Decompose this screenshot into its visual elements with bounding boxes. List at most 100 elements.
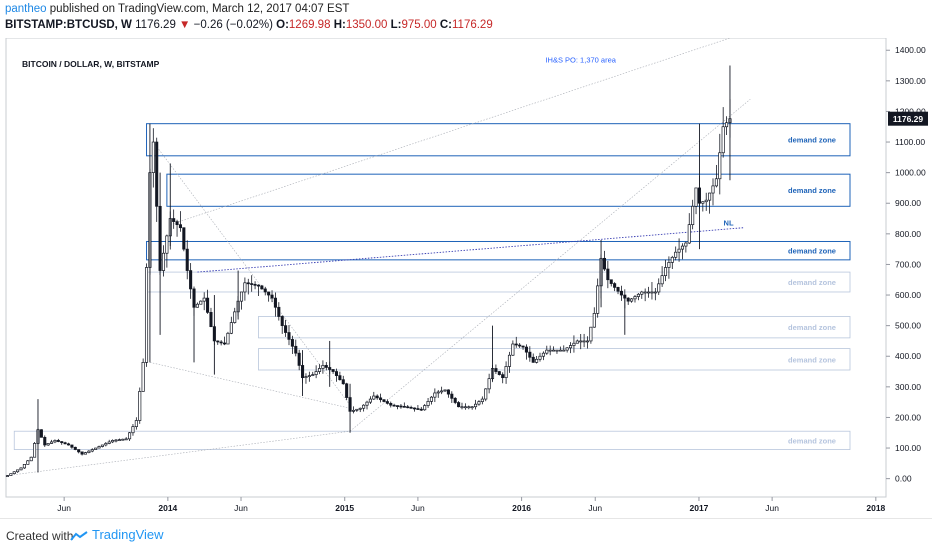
candle [474,399,478,410]
publish-line: pantheo published on TradingView.com, Ma… [5,3,349,15]
candle [50,439,54,444]
candle [165,234,169,268]
candle [463,403,467,410]
y-tick-label: 400.00 [895,351,921,361]
demand-zone-label: demand zone [788,186,836,195]
candle [412,407,417,412]
candle [497,370,501,376]
candle [426,397,430,408]
candle [419,406,423,411]
candle [202,292,206,311]
candle [429,396,433,405]
low-value: 975.00 [401,19,437,31]
candle [155,137,159,222]
ohlc-line: BITSTAMP:BTCUSD, W 1176.29 ▼ −0.26 (−0.0… [5,19,493,31]
candle [616,286,620,295]
demand-zone-box [146,240,851,261]
candle [16,469,20,473]
demand-zone-label: demand zone [788,355,836,364]
candle [477,400,481,406]
candle [256,284,261,297]
candle [558,346,562,352]
candle [151,128,155,188]
candle [43,435,47,447]
candle [633,294,637,303]
candle [63,441,67,445]
candle [602,250,606,271]
x-tick-label: Jun [57,503,71,513]
candle [80,451,84,456]
candle [711,178,715,206]
candle [582,333,586,348]
footer: Created with TradingView [0,518,932,551]
symbol-label: BITSTAMP:BTCUSD, W [5,19,132,31]
demand-zone-label: demand zone [788,436,836,445]
candle [592,307,596,328]
price-wicks [37,65,731,473]
candle [270,290,274,303]
candle [94,447,98,450]
candle [382,399,386,403]
candle [100,444,104,448]
candle [385,399,389,405]
candle [172,209,176,229]
last-price-badge: 1176.29 [888,111,928,126]
high-value: 1350.00 [345,19,388,31]
author-link[interactable]: pantheo [5,3,47,15]
trendline [349,98,751,432]
candle [501,372,505,384]
candle [263,286,267,296]
candle [243,277,247,301]
x-tick-label: Jun [411,503,425,513]
candle [453,397,457,405]
candle [144,263,149,367]
candle [372,391,376,400]
candle [233,307,237,324]
candle [484,388,488,402]
trendline [153,141,351,406]
y-tick-label: 1400.00 [895,45,926,55]
candle [56,438,60,443]
candle [399,403,403,409]
plot-frame [5,38,887,498]
candle [297,349,301,371]
candle [178,211,182,232]
candle [66,442,71,446]
trendlines: NL [7,38,751,476]
candle [29,456,33,462]
candle [273,292,277,317]
candle [128,431,132,441]
candle [450,391,454,403]
candle [239,291,244,310]
candle [375,394,379,400]
candle [440,386,444,395]
candle [358,407,362,413]
close-value: 1176.29 [452,19,493,31]
candle [565,347,569,353]
candle [579,333,583,350]
y-tick-label: 1200.00 [895,106,926,116]
candle [521,345,525,350]
neckline-label: NL [724,219,734,228]
candle [39,429,43,438]
last-price: 1176.29 [135,19,176,31]
candle [253,281,257,290]
y-tick-label: 100.00 [895,443,921,453]
close-label: C: [439,19,452,31]
candle [90,448,94,453]
candle [226,331,230,345]
x-tick-label: 2018 [866,503,885,513]
candle [714,164,718,188]
candle [613,282,617,292]
candle [389,401,393,408]
candle [73,446,77,451]
y-tick-label: 800.00 [895,229,921,239]
candle [725,116,729,135]
candle [351,406,355,414]
candle [362,404,366,412]
candle [718,133,722,195]
candle [691,199,695,230]
candle [26,459,30,465]
price-chart[interactable]: demand zone demand zone demand zone demand … [0,38,932,518]
tradingview-link[interactable]: TradingView [70,527,164,542]
